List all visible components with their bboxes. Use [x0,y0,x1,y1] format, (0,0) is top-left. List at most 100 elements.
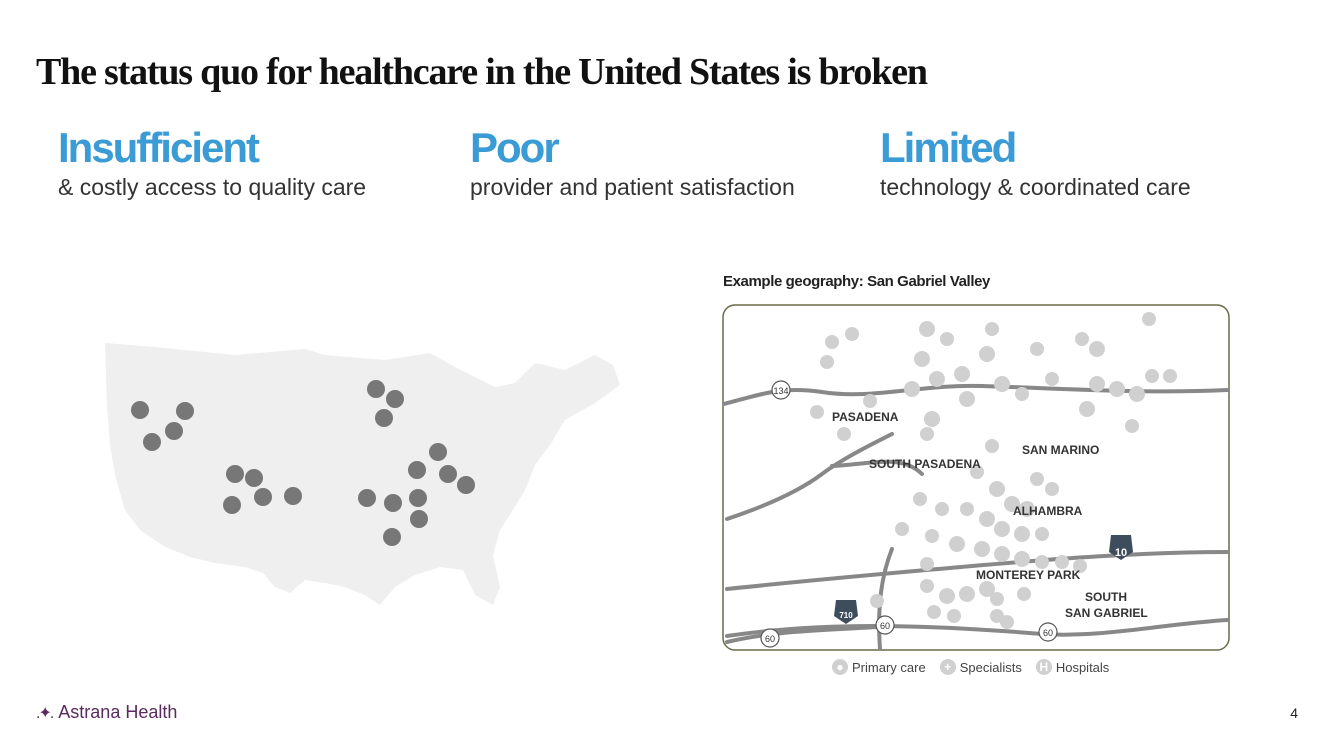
pillar-subtext: technology & coordinated care [880,174,1191,200]
location-marker [439,465,457,483]
location-marker [386,390,404,408]
facility-marker [929,371,945,387]
legend-label: Hospitals [1055,659,1110,675]
location-marker [223,496,241,514]
location-marker [254,488,272,506]
facility-marker [1145,369,1159,383]
facility-marker [1035,555,1049,569]
location-marker [375,409,393,427]
location-marker [176,402,194,420]
legend-item-hospitals: H Hospitals [1035,659,1110,675]
page-title: The status quo for healthcare in the Uni… [36,51,928,93]
facility-marker [1019,501,1035,517]
facility-marker [1017,587,1031,601]
facility-marker [870,594,884,608]
facility-marker [949,536,965,552]
facility-marker [845,327,859,341]
facility-marker [919,321,935,337]
location-marker [367,380,385,398]
map-legend: ● Primary care + Specialists H Hospitals [832,659,1109,675]
facility-marker [1079,401,1095,417]
facility-marker [990,592,1004,606]
location-marker [410,510,428,528]
pillar-limited: Limited technology & coordinated care [880,124,1191,201]
facility-marker [1089,341,1105,357]
regional-map: 134 10 710 60 60 60 PASADENA SAN MARINO … [722,304,1230,651]
location-marker [408,461,426,479]
facility-marker [825,335,839,349]
sparkle-icon: .✦. [36,704,54,722]
page-number: 4 [1290,705,1298,721]
facility-marker [1129,386,1145,402]
facility-marker [1089,376,1105,392]
location-marker [226,465,244,483]
facility-marker [1004,496,1020,512]
facility-marker [1073,559,1087,573]
facility-marker [1030,472,1044,486]
location-marker [358,489,376,507]
facility-marker [959,391,975,407]
location-marker [284,487,302,505]
facility-marker [970,465,984,479]
facility-marker [925,529,939,543]
facility-marker [935,502,949,516]
pillar-insufficient: Insufficient & costly access to quality … [58,124,366,201]
highway-shield-60 [760,628,780,648]
facility-marker [914,351,930,367]
facility-marker [1045,372,1059,386]
hospital-icon: H [1035,659,1052,675]
svg-text:60: 60 [1043,628,1053,638]
facility-marker [913,492,927,506]
legend-item-primary-care: ● Primary care [832,659,926,675]
facility-marker [974,541,990,557]
place-label: SAN MARINO [1022,443,1099,457]
facility-marker [939,588,955,604]
place-label: SAN GABRIEL [1065,606,1148,620]
facility-marker [1000,615,1014,629]
facility-marker [960,502,974,516]
highway-shield-60 [875,615,895,635]
facility-marker [947,609,961,623]
facility-marker [1109,381,1125,397]
facility-marker [1015,387,1029,401]
facility-markers [810,312,1177,629]
location-marker [165,422,183,440]
facility-marker [1125,419,1139,433]
facility-marker [1055,555,1069,569]
facility-marker [959,586,975,602]
highway-shields: 134 10 710 60 60 60 [760,380,1133,648]
pillar-subtext: provider and patient satisfaction [470,174,795,200]
plus-icon: + [939,659,956,675]
svg-text:10: 10 [1115,547,1127,559]
facility-marker [985,439,999,453]
brand-logo: .✦. Astrana Health [36,702,177,723]
highway-shield-60 [1038,622,1058,642]
legend-label: Specialists [959,659,1022,675]
facility-marker [989,481,1005,497]
us-map [105,343,620,605]
pillar-poor: Poor provider and patient satisfaction [470,124,795,201]
pillar-heading: Limited [880,124,1017,171]
facility-marker [1142,312,1156,326]
svg-text:710: 710 [839,611,853,620]
pillar-subtext: & costly access to quality care [58,174,367,200]
facility-marker [994,546,1010,562]
facility-marker [1045,482,1059,496]
legend-label: Primary care [852,659,926,675]
facility-marker [979,346,995,362]
location-marker [383,528,401,546]
facility-marker [927,605,941,619]
highway-shield-134 [771,380,791,400]
facility-marker [954,366,970,382]
facility-marker [920,557,934,571]
facility-marker [924,411,940,427]
place-label: PASADENA [832,410,899,424]
facility-marker [863,394,877,408]
highway-shield-10 [1109,535,1133,560]
legend-item-specialists: + Specialists [939,659,1022,675]
pillar-heading: Insufficient [58,124,260,171]
facility-marker [820,355,834,369]
facility-marker [994,376,1010,392]
place-label: MONTEREY PARK [976,568,1081,582]
us-markers [131,380,475,546]
